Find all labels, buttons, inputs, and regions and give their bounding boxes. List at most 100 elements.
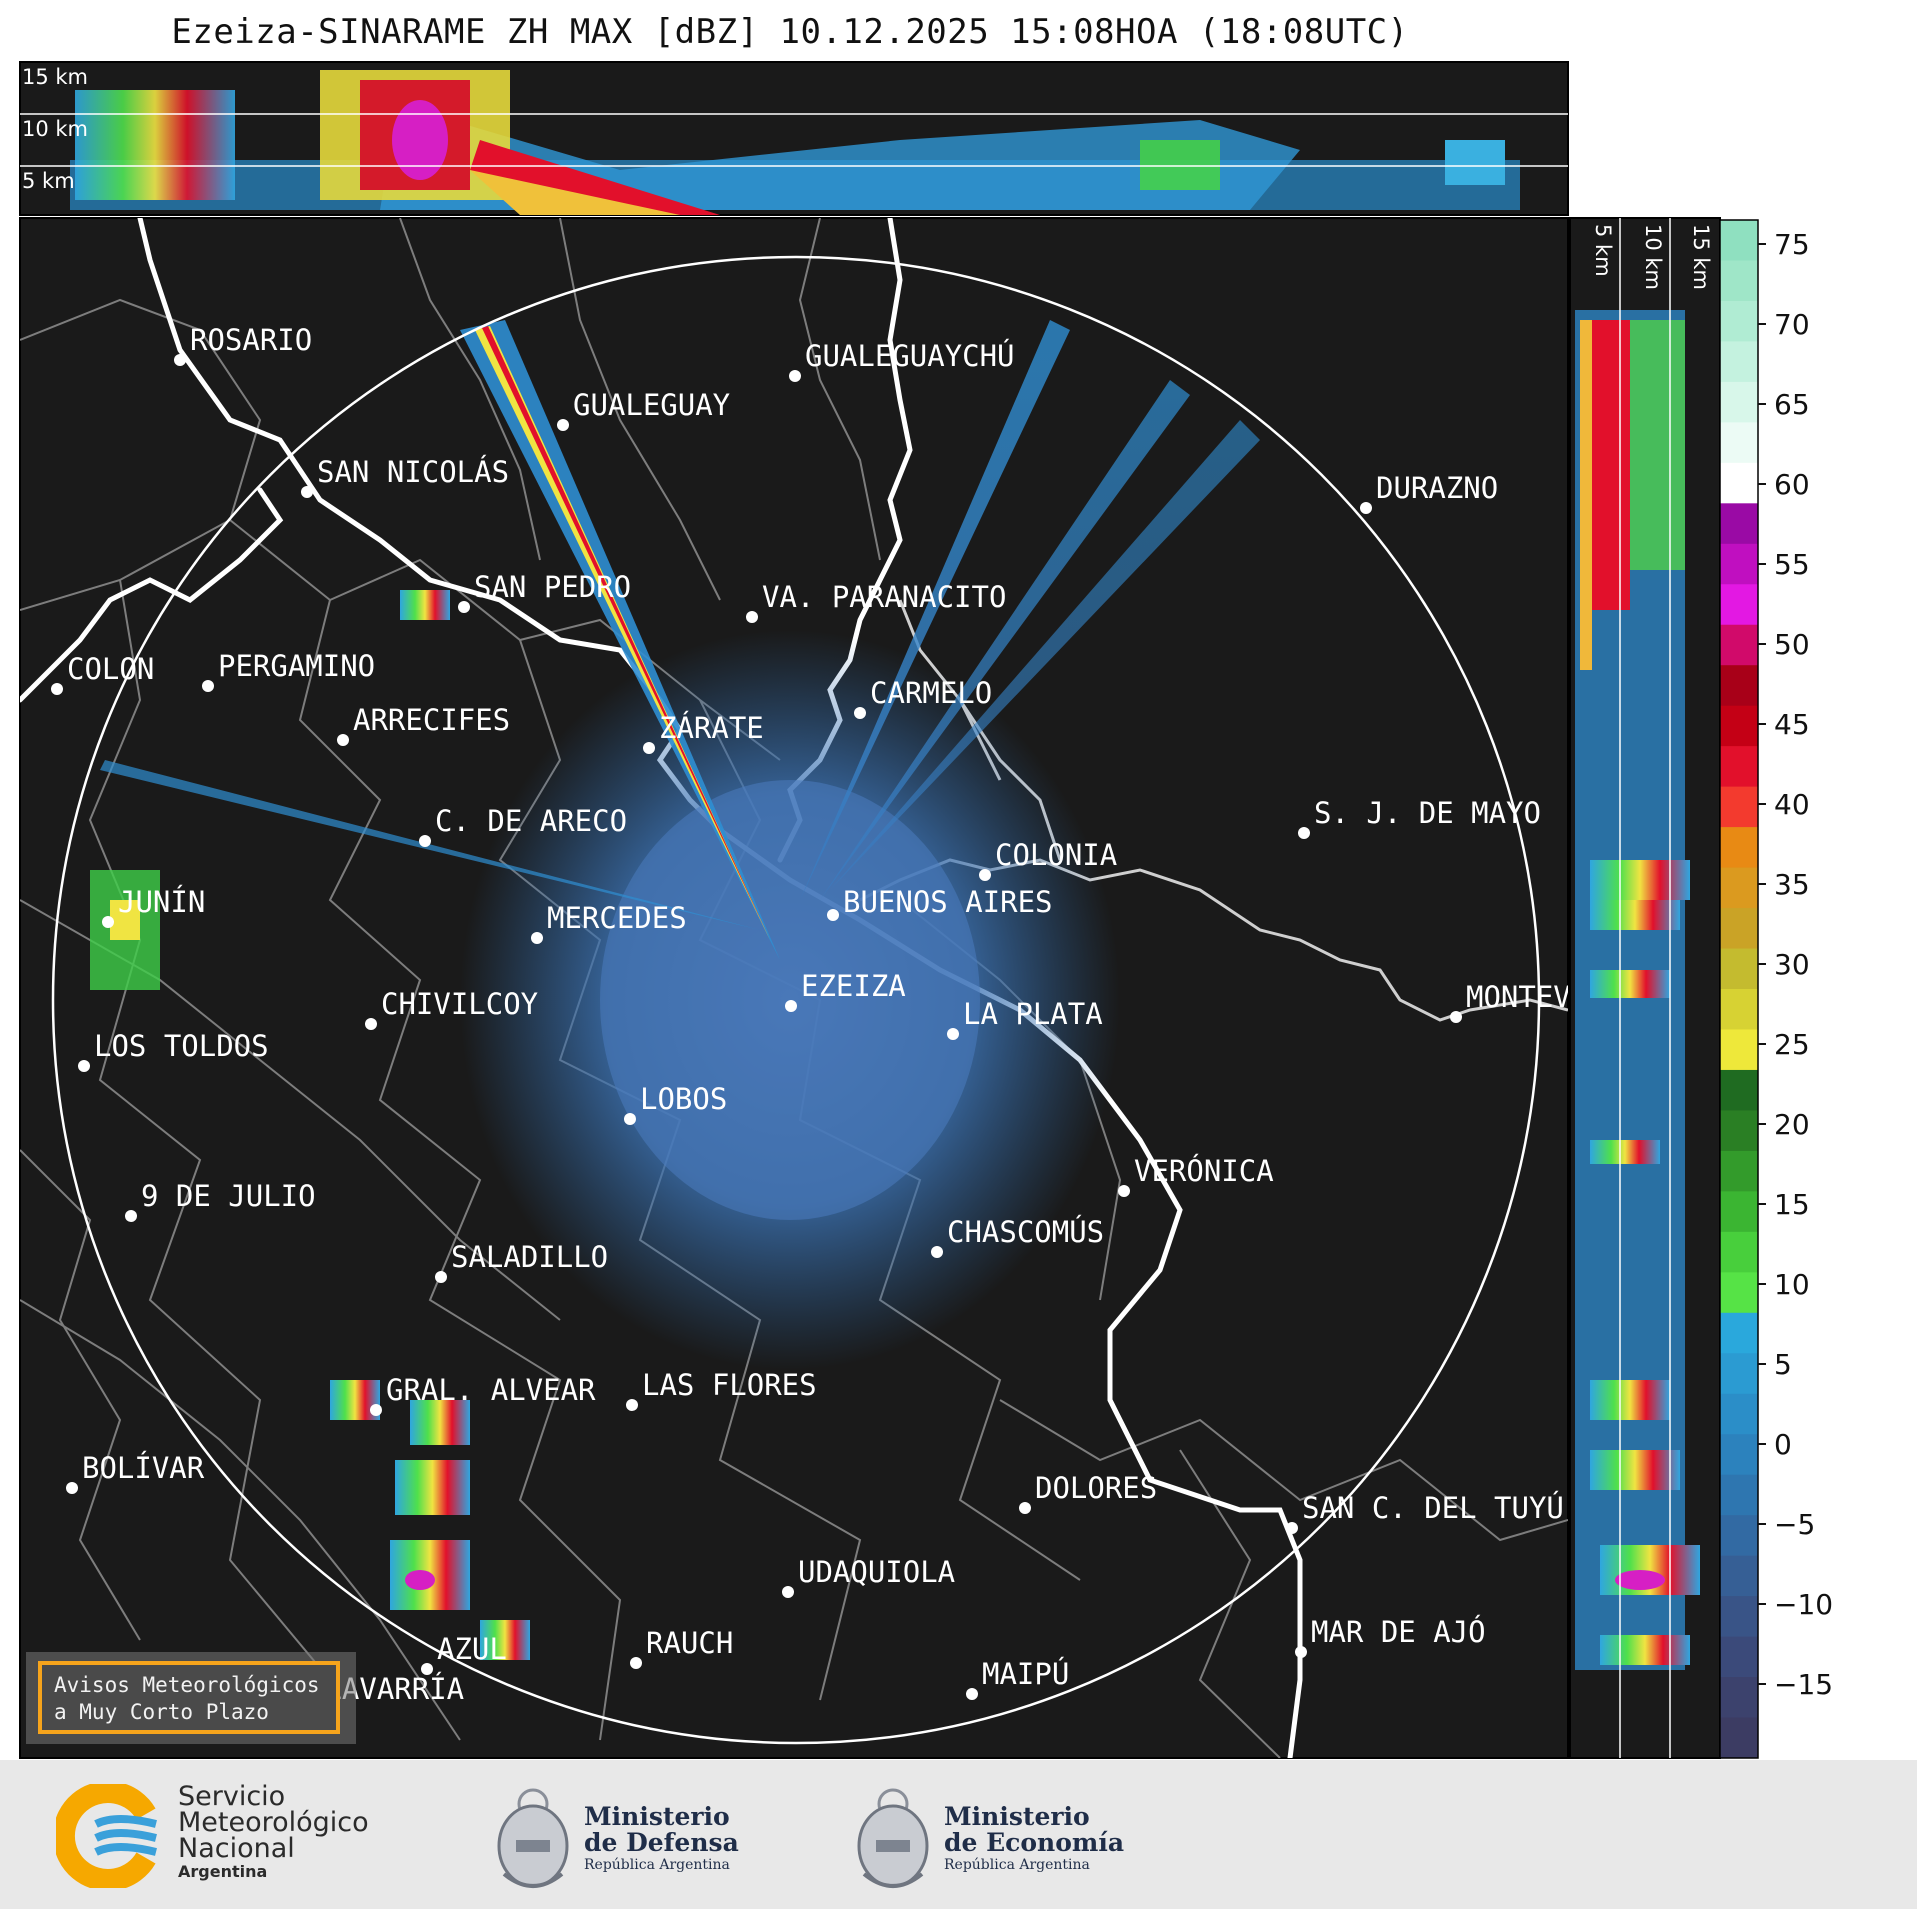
page-title: Ezeiza-SINARAME ZH MAX [dBZ] 10.12.2025 … (171, 12, 1409, 52)
svg-text:EZEIZA: EZEIZA (801, 969, 906, 1003)
city-san-nicolas: SAN NICOLÁS (301, 455, 509, 498)
svg-text:S. J. DE MAYO: S. J. DE MAYO (1314, 796, 1541, 830)
smn-logo (56, 1784, 160, 1888)
city-la-plata: LA PLATA (947, 997, 1103, 1040)
top-km-label-10: 10 km (22, 117, 88, 141)
range-ring (51, 255, 1541, 1745)
svg-text:SAN NICOLÁS: SAN NICOLÁS (317, 455, 509, 489)
colorbar-stripe (1720, 300, 1758, 342)
city-udaquiola: UDAQUIOLA (782, 1555, 955, 1598)
city-ezeiza: EZEIZA (785, 969, 906, 1012)
defensa-text: Ministerio de Defensa República Argentin… (584, 1804, 739, 1874)
radar-figure: 15 km 10 km 5 km (19, 61, 1833, 1759)
colorbar-stripe (1720, 1110, 1758, 1152)
colorbar-tick-label: 5 (1774, 1348, 1792, 1381)
colorbar-stripe (1720, 1272, 1758, 1314)
colorbar-tick-label: 30 (1774, 948, 1810, 981)
svg-text:ARRECIFES: ARRECIFES (353, 703, 510, 737)
colorbar-stripe (1720, 908, 1758, 950)
colorbar-stripe (1720, 1191, 1758, 1233)
city-mar-de-ajo: MAR DE AJÓ (1295, 1615, 1486, 1658)
svg-text:LAS FLORES: LAS FLORES (642, 1368, 817, 1402)
smn-line-4: Argentina (178, 1862, 268, 1881)
smn-text: Servicio Meteorológico Nacional Argentin… (178, 1781, 369, 1882)
colorbar-stripe (1720, 989, 1758, 1030)
svg-text:MONTEV: MONTEV (1466, 980, 1571, 1014)
city-dolores: DOLORES (1019, 1471, 1157, 1514)
colorbar-stripe (1720, 584, 1758, 626)
svg-text:MAIPÚ: MAIPÚ (982, 1657, 1069, 1691)
svg-text:C. DE ARECO: C. DE ARECO (435, 804, 627, 838)
city-veronica: VERÓNICA (1118, 1154, 1274, 1197)
city-junin: JUNÍN (102, 885, 205, 928)
svg-text:DURAZNO: DURAZNO (1376, 471, 1498, 505)
colorbar-stripe (1720, 624, 1758, 666)
svg-text:ROSARIO: ROSARIO (190, 323, 312, 357)
city-rosario: ROSARIO (174, 323, 312, 366)
city-colonia: COLONIA (979, 838, 1117, 881)
economia-line-1: Ministerio (944, 1802, 1090, 1831)
colorbar-stripe (1720, 867, 1758, 909)
colorbar-stripe (1720, 827, 1758, 869)
city-azul: AZUL (421, 1632, 507, 1675)
city-montevideo: MONTEV (1450, 980, 1571, 1023)
city-mercedes: MERCEDES (531, 901, 687, 944)
colorbar-stripe (1720, 341, 1758, 383)
colorbar-tick-label: 40 (1774, 788, 1810, 821)
svg-text:SAN C. DEL TUYÚ: SAN C. DEL TUYÚ (1302, 1491, 1564, 1525)
city-gualeguaychu: GUALEGUAYCHÚ (789, 339, 1015, 382)
colorbar-tick-label: 70 (1774, 308, 1810, 341)
smn-line-1: Servicio (178, 1781, 286, 1812)
svg-text:AZUL: AZUL (437, 1632, 507, 1666)
svg-text:LOS TOLDOS: LOS TOLDOS (94, 1029, 269, 1063)
side-km-label-15: 15 km (1689, 224, 1713, 290)
svg-text:MAR DE AJÓ: MAR DE AJÓ (1311, 1615, 1486, 1649)
colorbar-tick-label: −5 (1774, 1508, 1815, 1541)
colorbar-stripe (1720, 1393, 1758, 1435)
colorbar-stripe (1720, 1029, 1758, 1071)
svg-text:GUALEGUAY: GUALEGUAY (573, 388, 730, 422)
colorbar-tick-label: 35 (1774, 868, 1810, 901)
city-durazno: DURAZNO (1360, 471, 1498, 514)
city-9-de-julio: 9 DE JULIO (125, 1179, 316, 1222)
svg-text:VERÓNICA: VERÓNICA (1134, 1154, 1274, 1188)
colorbar-stripe (1720, 1353, 1758, 1395)
economia-line-3: República Argentina (944, 1857, 1090, 1873)
colorbar-stripe (1720, 381, 1758, 423)
svg-text:DOLORES: DOLORES (1035, 1471, 1157, 1505)
svg-text:LA PLATA: LA PLATA (963, 997, 1103, 1031)
side-km-label-10: 10 km (1641, 224, 1665, 290)
city-san-c-del-tuyu: SAN C. DEL TUYÚ (1286, 1491, 1564, 1534)
colorbar-stripe (1720, 705, 1758, 747)
city-va-paranacito: VA. PARANACITO (746, 580, 1006, 623)
svg-text:GUALEGUAYCHÚ: GUALEGUAYCHÚ (805, 339, 1015, 373)
map-panel: ROSARIO GUALEGUAYCHÚ GUALEGUAY SAN NICOL… (19, 217, 1571, 1759)
colorbar-stripe (1720, 746, 1758, 788)
city-san-pedro: SAN PEDRO (458, 570, 631, 613)
avisos-button[interactable]: Avisos Meteorológicos a Muy Corto Plazo (38, 1661, 340, 1734)
city-chivilcoy: CHIVILCOY (365, 987, 538, 1030)
svg-text:MERCEDES: MERCEDES (547, 901, 687, 935)
city-colon: COLON (51, 652, 154, 695)
colorbar-stripe (1720, 1515, 1758, 1557)
colorbar-tick-label: 55 (1774, 548, 1810, 581)
radar-echoes (90, 320, 1260, 1660)
svg-text:UDAQUIOLA: UDAQUIOLA (798, 1555, 955, 1589)
city-buenos-aires: BUENOS AIRES (827, 885, 1053, 921)
colorbar-tick-label: 45 (1774, 708, 1810, 741)
smn-emblem-icon (56, 1784, 157, 1888)
colorbar-stripe (1720, 1434, 1758, 1476)
top-cross-section: 15 km 10 km 5 km (19, 61, 1569, 216)
svg-text:BOLÍVAR: BOLÍVAR (82, 1451, 205, 1485)
city-c-de-areco: C. DE ARECO (419, 804, 627, 847)
svg-text:CHASCOMÚS: CHASCOMÚS (947, 1215, 1104, 1249)
city-zarate: ZÁRATE (643, 711, 764, 754)
svg-text:COLONIA: COLONIA (995, 838, 1117, 872)
city-sj-de-mayo: S. J. DE MAYO (1298, 796, 1541, 839)
colorbar-tick-label: 75 (1774, 228, 1810, 261)
colorbar-stripe (1720, 1474, 1758, 1516)
svg-text:ZÁRATE: ZÁRATE (659, 711, 764, 745)
colorbar-stripe (1720, 1069, 1758, 1111)
